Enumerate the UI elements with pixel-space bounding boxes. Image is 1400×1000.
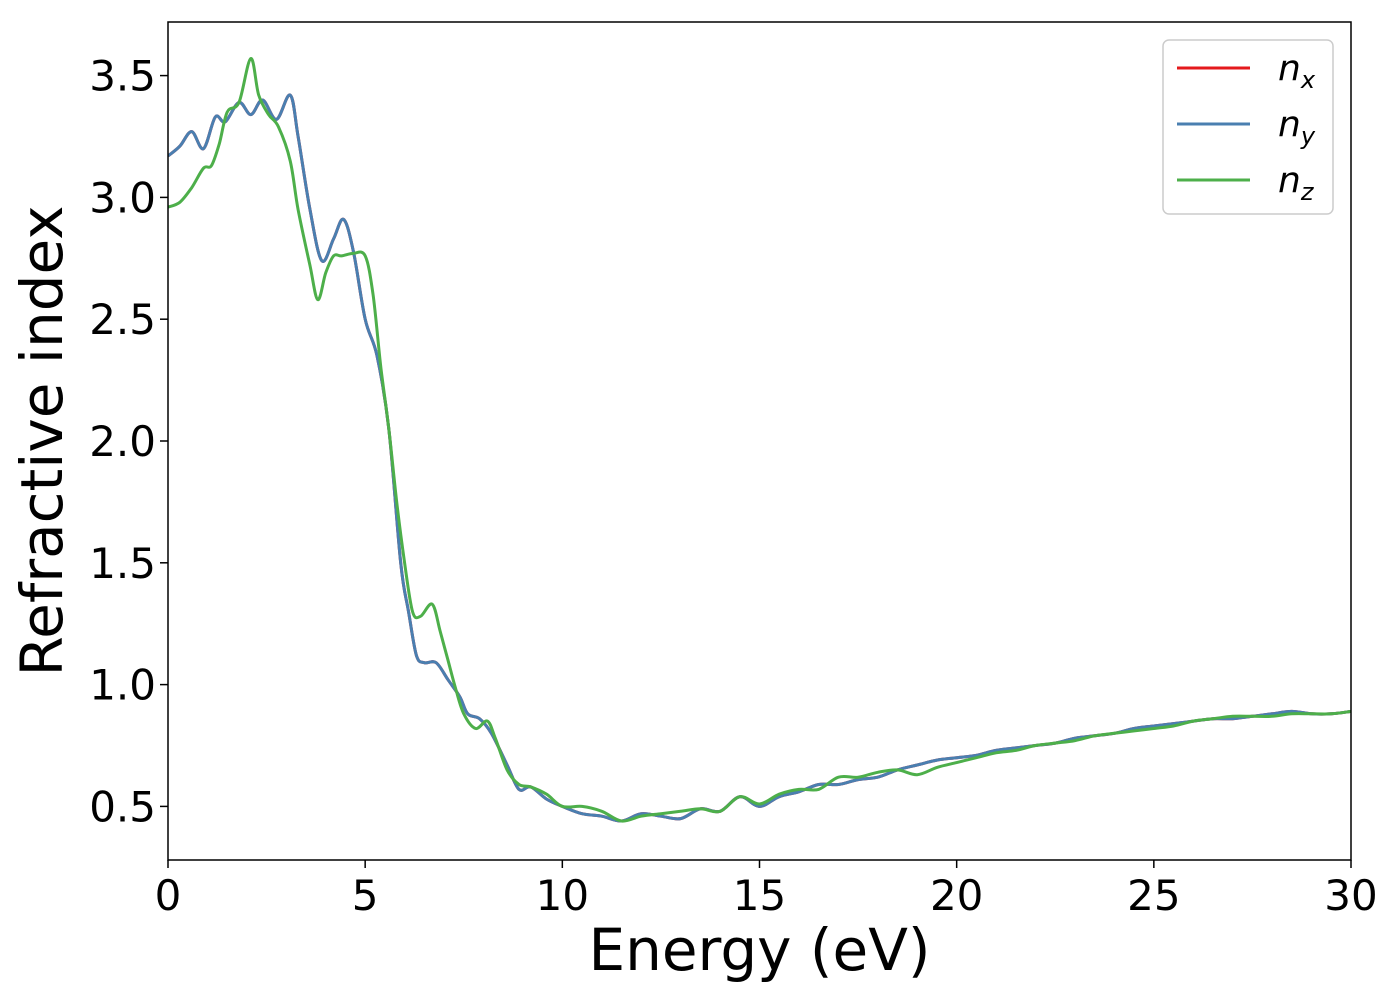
x-axis-label: Energy (eV)	[588, 916, 930, 984]
x-tick-label: 0	[155, 871, 182, 920]
legend-box	[1162, 39, 1334, 215]
legend-label-nx: nx	[1278, 48, 1316, 94]
x-tick-label: 15	[733, 871, 786, 920]
y-tick-label: 2.0	[89, 417, 156, 466]
x-tick-label: 20	[930, 871, 983, 920]
y-axis-ticks: 0.5 1.0 1.5 2.0 2.5 3.0 3.5	[89, 52, 168, 831]
x-axis-ticks: 0 5 10 15 20 25 30	[155, 860, 1378, 920]
legend: nx ny nz	[1162, 39, 1334, 215]
legend-label-ny: ny	[1278, 104, 1316, 150]
x-tick-label: 10	[536, 871, 589, 920]
x-tick-label: 25	[1127, 871, 1180, 920]
y-tick-label: 1.0	[89, 661, 156, 710]
y-axis-label: Refractive index	[8, 205, 76, 676]
x-tick-label: 5	[352, 871, 379, 920]
series-layer	[168, 56, 1351, 823]
series-line-nz	[168, 56, 1351, 823]
plot-background	[168, 22, 1351, 860]
x-tick-label: 30	[1324, 871, 1377, 920]
y-tick-label: 0.5	[89, 782, 156, 831]
y-tick-label: 1.5	[89, 539, 156, 588]
y-tick-label: 3.5	[89, 52, 156, 101]
legend-label-nz: nz	[1278, 160, 1315, 206]
y-tick-label: 2.5	[89, 295, 156, 344]
y-tick-label: 3.0	[89, 173, 156, 222]
